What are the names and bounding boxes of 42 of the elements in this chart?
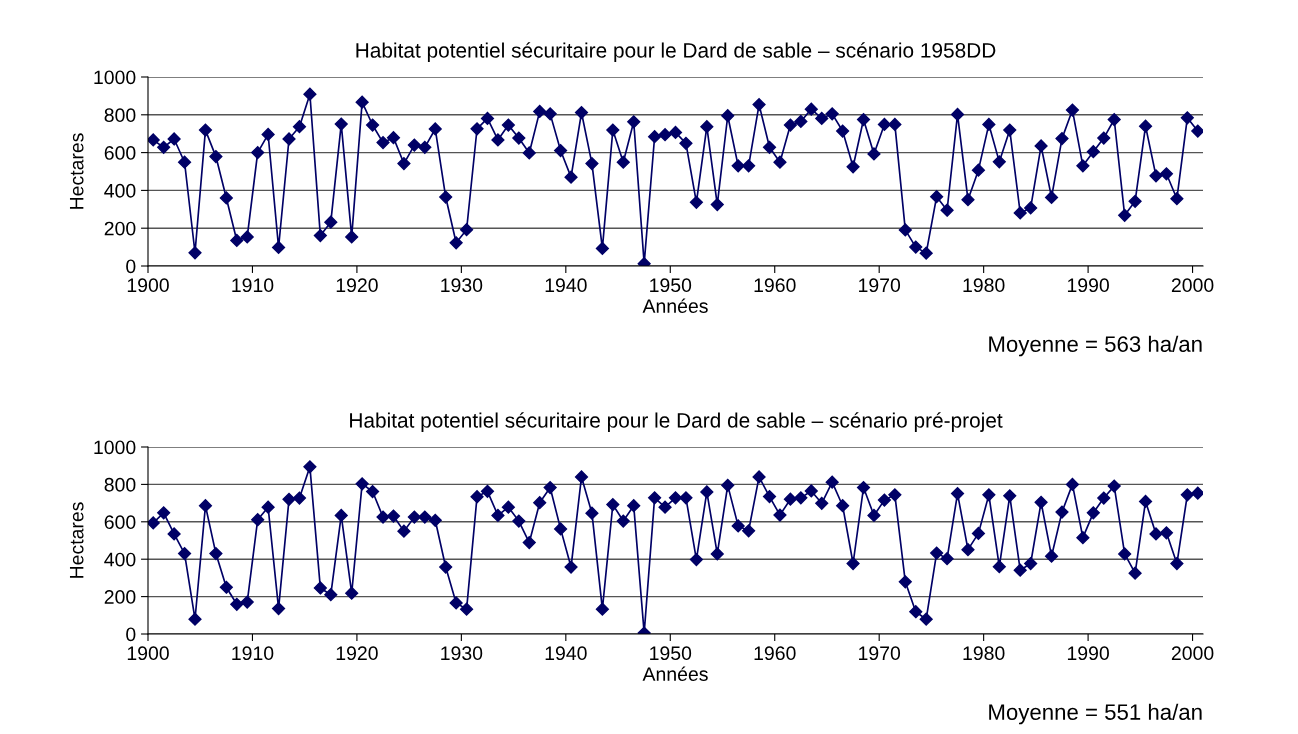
x-tick-label: 1930 bbox=[441, 646, 483, 661]
text: Moyenne = 551 ha/an bbox=[989, 703, 1202, 725]
x-tick-label: 1920 bbox=[336, 646, 378, 661]
x-tick-label: 1910 bbox=[232, 278, 274, 293]
x-tick-label: 1940 bbox=[545, 646, 587, 661]
y-tick-label: 200 bbox=[104, 590, 136, 604]
y-tick-label: 0 bbox=[126, 627, 136, 642]
x-tick-label: 1990 bbox=[1067, 278, 1109, 293]
y-tick-label: 1000 bbox=[94, 70, 136, 85]
y-tick-label: 0 bbox=[126, 259, 136, 274]
x-tick-label: 2000 bbox=[1171, 278, 1214, 293]
x-axis-title: Années bbox=[642, 666, 708, 681]
y-tick-label: 400 bbox=[104, 183, 136, 198]
x-tick-label: 1900 bbox=[127, 646, 169, 661]
x-tick-label: 1960 bbox=[754, 278, 796, 293]
x-tick-label: 1920 bbox=[336, 278, 378, 293]
y-tick-label: 800 bbox=[104, 477, 136, 492]
chart-title: Habitat potentiel sécuritaire pour le Dard de sable – scénario 1958DD bbox=[356, 42, 996, 62]
x-tick-label: 2000 bbox=[1171, 646, 1214, 661]
x-tick-label: 1980 bbox=[963, 646, 1005, 661]
x-tick-label: 1970 bbox=[859, 646, 901, 661]
x-tick-label: 1970 bbox=[859, 278, 901, 293]
y-tick-label: 600 bbox=[104, 146, 136, 160]
x-axis-title: Années bbox=[642, 298, 708, 313]
y-tick-label: 200 bbox=[104, 221, 136, 236]
y-tick-label: 400 bbox=[104, 552, 136, 567]
x-tick-label: 1900 bbox=[127, 278, 169, 293]
y-axis-title: Hectares bbox=[69, 133, 84, 209]
x-tick-label: 1980 bbox=[963, 278, 1005, 293]
y-tick-label: 600 bbox=[104, 515, 136, 530]
x-tick-label: 1950 bbox=[650, 278, 692, 293]
y-tick-label: 800 bbox=[104, 108, 136, 123]
x-tick-label: 1910 bbox=[232, 646, 274, 661]
chart-title: Habitat potentiel sécuritaire pour le Dard de sable – scénario pré-projet bbox=[350, 412, 1003, 432]
y-axis-title: Hectares bbox=[69, 502, 84, 578]
x-tick-label: 1930 bbox=[441, 278, 483, 293]
text: Moyenne = 563 ha/an bbox=[989, 335, 1202, 357]
y-tick-label: 1000 bbox=[94, 440, 136, 455]
x-tick-label: 1990 bbox=[1067, 646, 1109, 661]
x-tick-label: 1940 bbox=[545, 278, 587, 293]
x-tick-label: 1950 bbox=[650, 646, 692, 661]
x-tick-label: 1960 bbox=[754, 646, 796, 661]
